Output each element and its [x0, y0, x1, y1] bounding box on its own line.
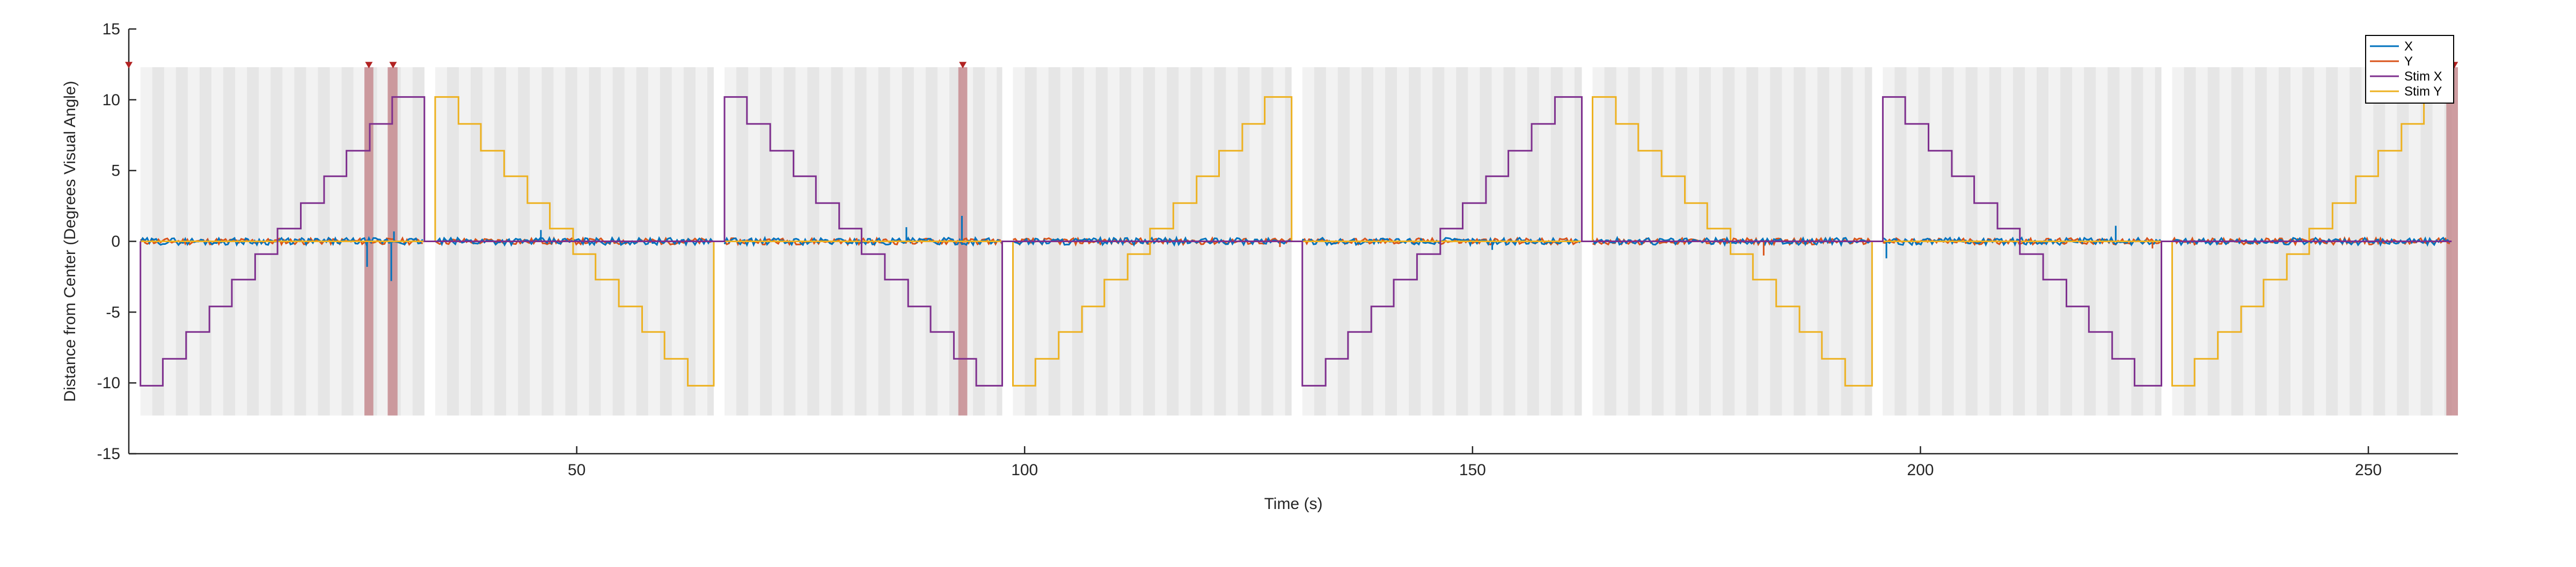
legend-label: Y: [2404, 54, 2413, 69]
event-marker: [365, 62, 373, 69]
y-tick-label: -10: [97, 374, 120, 392]
x-tick-label: 100: [1011, 461, 1038, 479]
x-axis-label: Time (s): [1264, 495, 1323, 513]
event-marker: [959, 62, 967, 69]
y-tick-label: 0: [111, 233, 120, 251]
x-tick-label: 200: [1907, 461, 1934, 479]
x-tick-label: 150: [1459, 461, 1486, 479]
y-tick-label: 10: [103, 91, 120, 109]
legend-label: Stim X: [2404, 69, 2442, 84]
x-tick-label: 50: [568, 461, 586, 479]
legend-label: Stim Y: [2404, 84, 2442, 99]
marked-interval: [2446, 67, 2458, 416]
series-line-stim-x: [140, 96, 2452, 387]
plot-series: [140, 96, 2452, 387]
y-tick-label: 15: [103, 20, 120, 38]
y-axis-label: Distance from Center (Degrees Visual Ang…: [61, 81, 79, 402]
event-marker: [125, 62, 133, 69]
axes: -15 -10 -5 0 5 10 15 50 100 150 200 250: [97, 20, 2458, 479]
legend-label: X: [2404, 39, 2413, 54]
y-tick-label: -15: [97, 445, 120, 463]
series-line-stim-y: [140, 96, 2452, 387]
x-tick-label: 250: [2355, 461, 2382, 479]
y-tick-label: -5: [106, 303, 120, 321]
y-tick-label: 5: [111, 162, 120, 180]
event-marker: [389, 62, 397, 69]
